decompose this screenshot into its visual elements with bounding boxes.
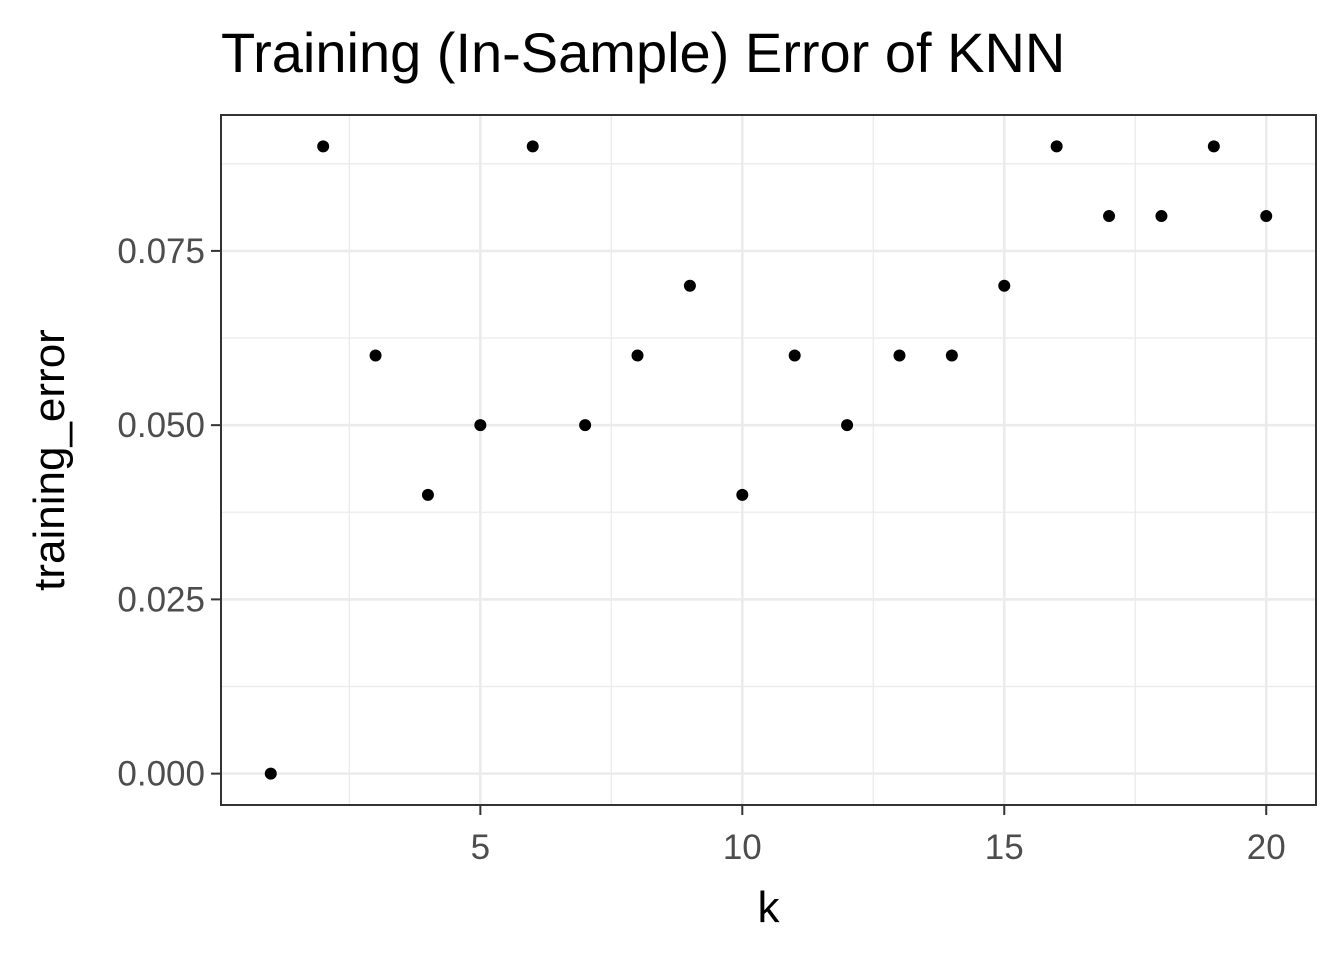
data-point	[893, 349, 906, 362]
data-point	[736, 488, 749, 501]
panel-border	[220, 114, 1317, 806]
x-tick-label: 5	[471, 828, 490, 867]
data-point	[369, 349, 382, 362]
data-point	[317, 140, 330, 153]
data-point	[1207, 140, 1220, 153]
x-axis: 5 10 15 20	[471, 805, 1286, 867]
y-tick-label: 0.025	[117, 580, 205, 619]
plot-panel	[220, 114, 1317, 806]
x-tick-label: 10	[723, 828, 762, 867]
data-point	[1050, 140, 1063, 153]
y-tick-label: 0.075	[117, 232, 205, 271]
data-point	[264, 767, 277, 780]
y-tick-label: 0.000	[117, 755, 205, 794]
y-axis: 0.000 0.025 0.050 0.075	[117, 232, 221, 794]
data-point	[788, 349, 801, 362]
data-point	[841, 419, 854, 432]
y-axis-label: training_error	[25, 329, 74, 591]
x-axis-label: k	[758, 883, 781, 932]
data-point	[631, 349, 644, 362]
minor-gridlines	[221, 115, 1316, 805]
data-point	[945, 349, 958, 362]
data-points	[264, 140, 1273, 780]
x-tick-label: 20	[1247, 828, 1286, 867]
major-gridlines	[221, 115, 1316, 805]
data-point	[1103, 210, 1116, 223]
x-tick-label: 15	[985, 828, 1024, 867]
data-point	[474, 419, 487, 432]
data-point	[683, 279, 696, 292]
chart-title: Training (In-Sample) Error of KNN	[221, 21, 1065, 84]
data-point	[1155, 210, 1168, 223]
panel-background	[221, 115, 1316, 805]
data-point	[421, 488, 434, 501]
data-point	[1260, 210, 1273, 223]
data-point	[579, 419, 592, 432]
y-tick-label: 0.050	[117, 406, 205, 445]
data-point	[998, 279, 1011, 292]
data-point	[526, 140, 539, 153]
